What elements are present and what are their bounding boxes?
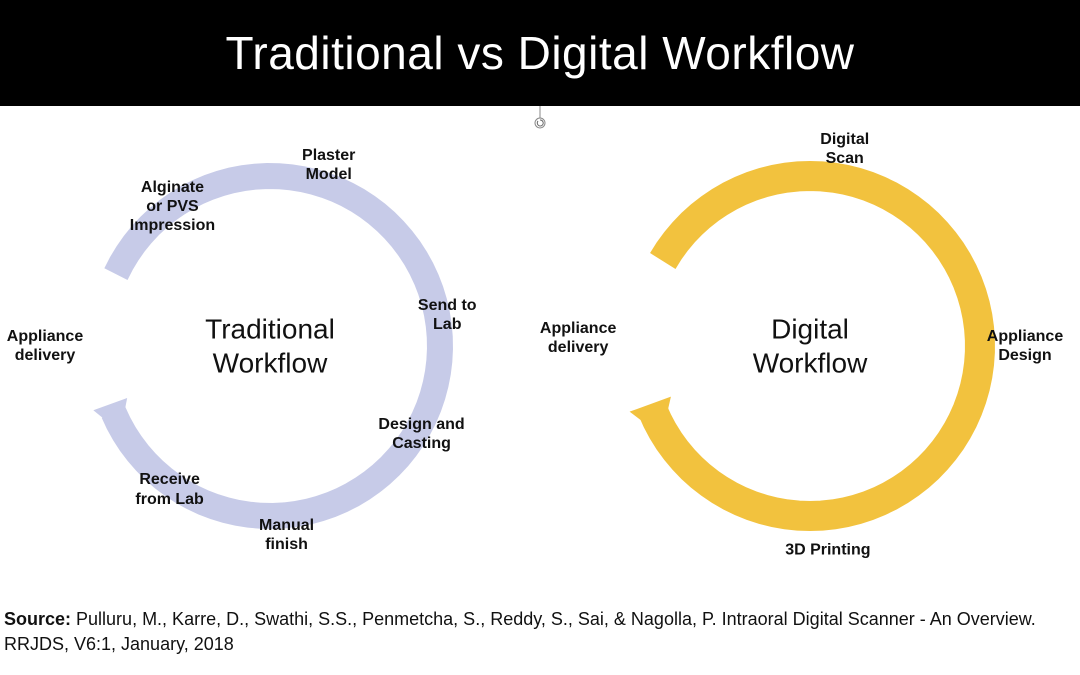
workflow-step: Plaster Model xyxy=(302,146,355,184)
workflow-step: 3D Printing xyxy=(785,541,870,560)
source-label: Source: xyxy=(4,609,71,629)
traditional-workflow: Traditional Workflow Alginate or PVS Imp… xyxy=(0,106,540,586)
workflow-step: Appliance delivery xyxy=(540,319,616,357)
diagrams-area: Traditional Workflow Alginate or PVS Imp… xyxy=(0,106,1080,586)
digital-workflow: Digital Workflow Digital Scan Appliance D… xyxy=(540,106,1080,586)
source-text: Pulluru, M., Karre, D., Swathi, S.S., Pe… xyxy=(4,609,1036,654)
traditional-center-label: Traditional Workflow xyxy=(205,312,335,379)
source-citation: Source: Pulluru, M., Karre, D., Swathi, … xyxy=(0,607,1080,657)
workflow-step: Manual finish xyxy=(259,516,314,554)
workflow-step: Design and Casting xyxy=(378,414,464,452)
workflow-step: Appliance delivery xyxy=(7,327,83,365)
title-bar: Traditional vs Digital Workflow xyxy=(0,0,1080,106)
workflow-step: Send to Lab xyxy=(418,296,477,334)
page-title: Traditional vs Digital Workflow xyxy=(0,26,1080,80)
workflow-step: Receive from Lab xyxy=(135,470,203,508)
workflow-step: Appliance Design xyxy=(987,327,1063,365)
workflow-step: Digital Scan xyxy=(820,130,869,168)
workflow-step: Alginate or PVS Impression xyxy=(130,178,215,236)
digital-center-label: Digital Workflow xyxy=(753,312,868,379)
